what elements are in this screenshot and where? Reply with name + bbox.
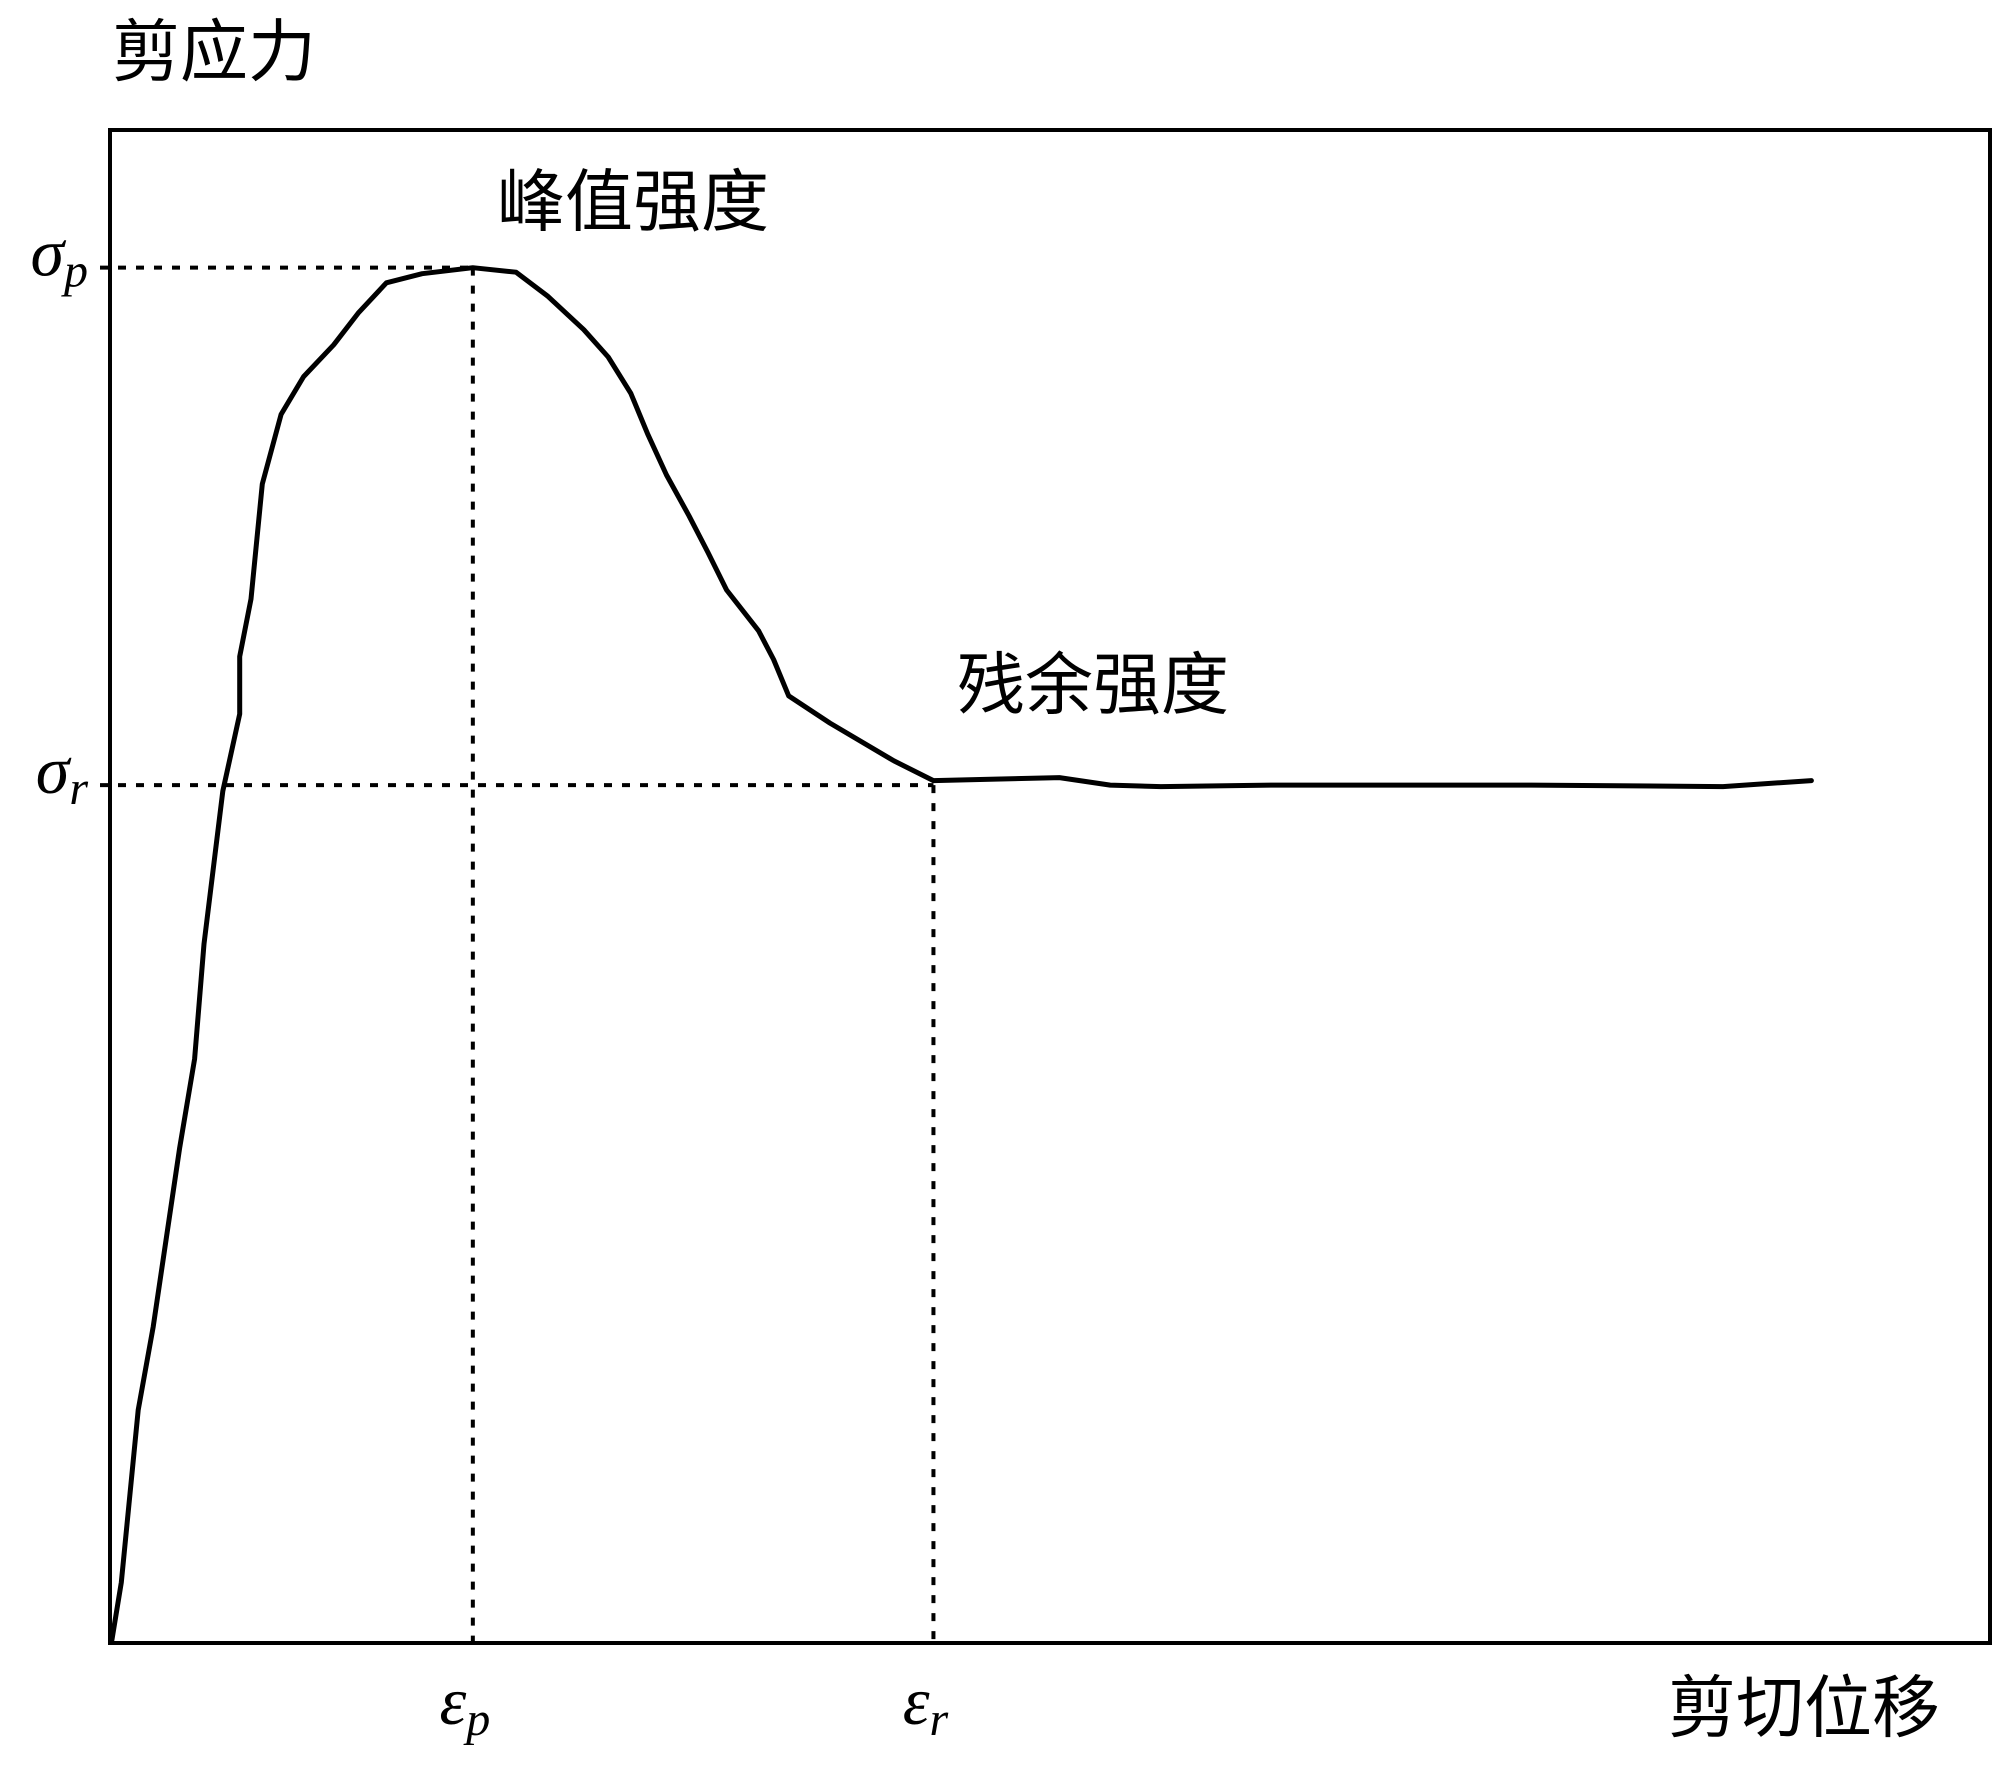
plot-frame (108, 128, 1992, 1645)
curve (109, 265, 1814, 1643)
x-tick-label: εp (439, 1663, 490, 1746)
y-tick-label: σp (30, 214, 88, 297)
annotation: 残余强度 (957, 648, 1229, 724)
y-tick-label: σr (36, 732, 89, 815)
annotation: 峰值强度 (497, 165, 769, 241)
x-axis-label: 剪切位移 (1668, 1671, 1940, 1747)
x-tick-label: εr (903, 1663, 949, 1746)
y-axis-label: 剪应力 (112, 15, 316, 91)
